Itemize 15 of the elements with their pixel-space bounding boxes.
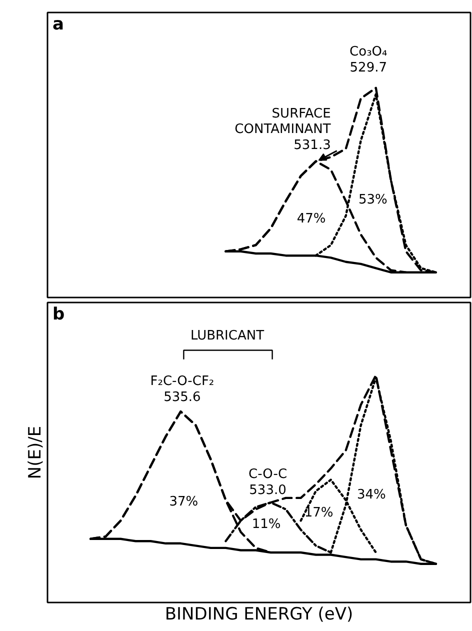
annotation: 34% <box>356 488 386 502</box>
annotation: 11% <box>252 517 281 532</box>
annotation: 47% <box>296 211 326 226</box>
annotation: 17% <box>304 506 334 521</box>
text: Co₃O₄ 529.7 <box>350 44 388 76</box>
annotation: C-O-C 533.0 <box>248 467 288 498</box>
chart-title: a <box>52 14 64 34</box>
y-axis-title: N(E)/E <box>26 426 46 480</box>
annotation: F₂C-O-CF₂ 535.6 <box>150 374 214 405</box>
x-axis-title: BINDING ENERGY (eV) <box>164 604 354 624</box>
text: LUBRICANT <box>190 328 264 344</box>
annotation: SURFACE CONTAMINANT 531.3 <box>234 106 331 153</box>
annotation: 37% <box>169 494 198 510</box>
chart-title: b <box>52 304 65 324</box>
annotation: 53% <box>358 192 388 208</box>
